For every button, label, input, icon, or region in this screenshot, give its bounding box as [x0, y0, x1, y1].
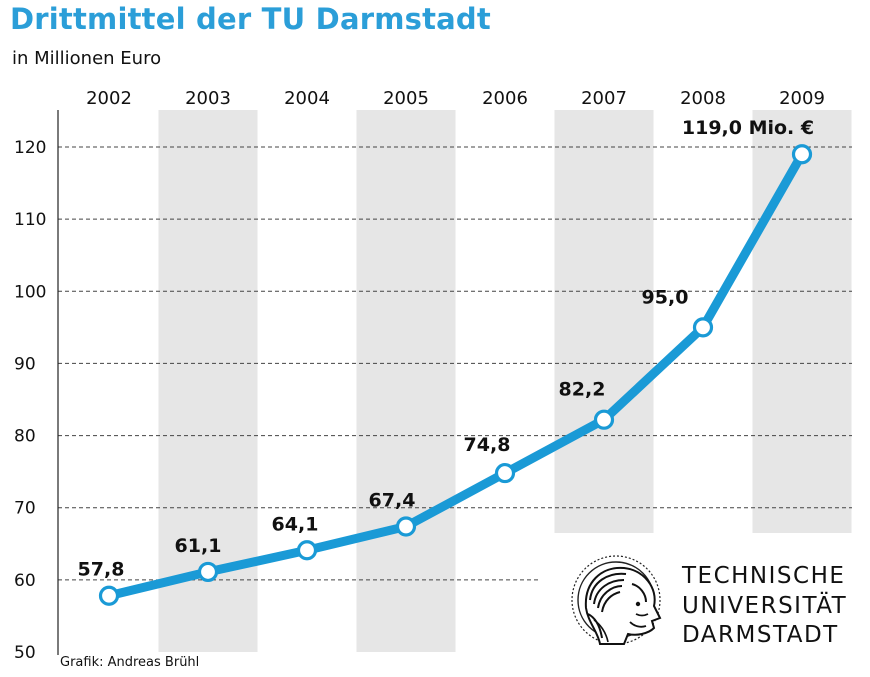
x-tick-2007: 2007 — [581, 88, 627, 109]
data-point-2007 — [593, 409, 615, 430]
chart-subtitle: in Millionen Euro — [12, 48, 162, 69]
stripe-2007 — [554, 110, 654, 533]
chart-title: Drittmittel der TU Darmstadt — [10, 2, 491, 36]
logo-line-3: DARMSTADT — [682, 622, 839, 648]
data-point-2004 — [296, 540, 318, 561]
x-tick-2005: 2005 — [383, 88, 429, 109]
stripe-2009 — [752, 110, 852, 533]
data-point-2005 — [395, 516, 417, 537]
stripe-2005 — [356, 110, 456, 652]
athena-head-seal-icon — [571, 555, 662, 645]
y-tick-70: 70 — [14, 499, 36, 519]
x-tick-2004: 2004 — [284, 88, 330, 109]
x-tick-labels: 2002 2003 2004 2005 2006 2007 2008 2009 — [86, 88, 825, 109]
y-tick-60: 60 — [14, 571, 36, 591]
data-label-2004: 64,1 — [272, 513, 319, 535]
series-line — [104, 149, 807, 601]
logo-line-1: TECHNISCHE — [682, 563, 846, 589]
data-label-2003: 61,1 — [175, 535, 222, 557]
y-tick-110: 110 — [14, 210, 46, 230]
y-tick-labels: 50 60 70 80 90 100 110 120 — [14, 138, 46, 663]
data-label-2002: 57,8 — [78, 559, 125, 581]
data-label-2009: 119,0 Mio. € — [682, 117, 814, 139]
data-points — [98, 144, 813, 606]
data-label-2007: 82,2 — [559, 379, 606, 401]
data-point-2003 — [197, 561, 219, 583]
y-tick-100: 100 — [14, 282, 46, 302]
data-point-2008 — [692, 317, 714, 338]
y-tick-120: 120 — [14, 138, 46, 158]
data-point-2002 — [98, 585, 120, 606]
x-tick-2002: 2002 — [86, 88, 132, 109]
y-tick-90: 90 — [14, 354, 36, 374]
x-tick-2003: 2003 — [185, 88, 231, 109]
y-tick-80: 80 — [14, 427, 36, 447]
data-label-2006: 74,8 — [464, 434, 511, 456]
x-tick-2008: 2008 — [680, 88, 726, 109]
data-label-2008: 95,0 — [642, 286, 689, 308]
data-point-2006 — [494, 462, 516, 484]
university-logo-text: TECHNISCHE UNIVERSITÄT DARMSTADT — [682, 562, 847, 651]
data-labels: 57,8 61,1 64,1 67,4 74,8 82,2 95,0 119,0 Mio. € — [78, 117, 815, 581]
data-point-2009 — [791, 144, 813, 165]
year-stripes — [158, 110, 852, 652]
x-tick-2006: 2006 — [482, 88, 528, 109]
data-label-2005: 67,4 — [369, 489, 416, 511]
chart-credit: Grafik: Andreas Brühl — [60, 655, 200, 670]
logo-line-2: UNIVERSITÄT — [682, 592, 848, 619]
x-tick-2009: 2009 — [779, 88, 825, 109]
y-tick-50: 50 — [14, 643, 36, 663]
